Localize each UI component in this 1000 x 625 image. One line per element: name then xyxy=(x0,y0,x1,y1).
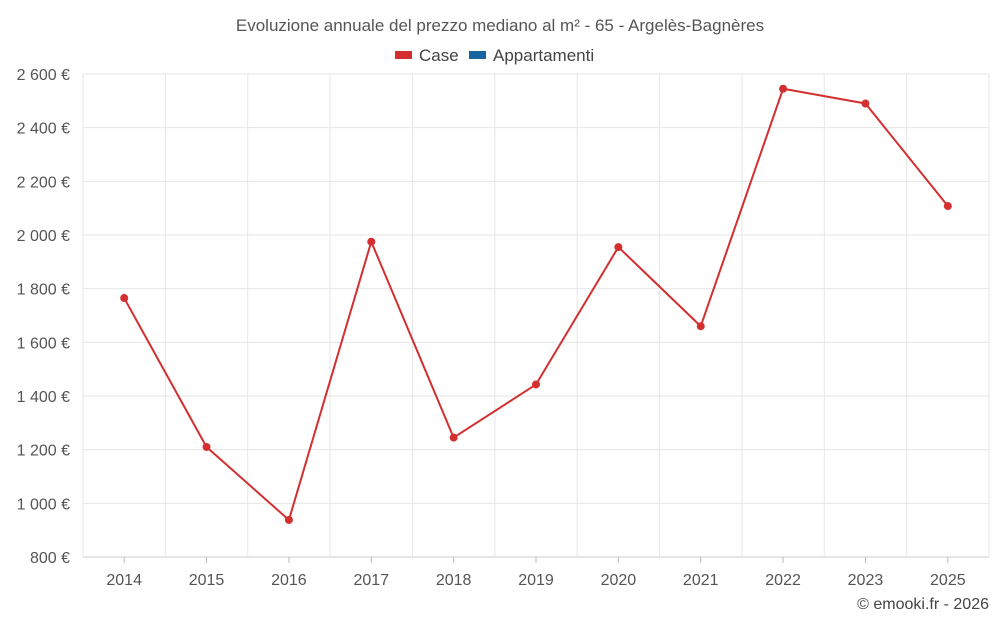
x-tick-label: 2025 xyxy=(930,572,966,589)
x-tick-label: 2015 xyxy=(189,572,225,589)
x-tick-label: 2014 xyxy=(106,572,142,589)
legend: Case Appartamenti xyxy=(395,46,594,65)
y-tick-label: 1 400 € xyxy=(17,389,70,406)
legend-label-case: Case xyxy=(419,46,459,65)
x-tick-label: 2018 xyxy=(436,572,472,589)
y-tick-label: 800 € xyxy=(30,550,70,567)
y-tick-label: 2 400 € xyxy=(17,121,70,138)
legend-item-appartamenti[interactable]: Appartamenti xyxy=(469,46,594,65)
x-axis: 2014 2015 2016 2017 2018 2019 2020 2021 2022 2023… xyxy=(106,557,966,589)
data-point xyxy=(532,380,540,389)
x-tick-label: 2020 xyxy=(601,572,637,589)
legend-item-case[interactable]: Case xyxy=(395,46,459,65)
x-tick-label: 2016 xyxy=(271,572,307,589)
y-tick-label: 1 600 € xyxy=(17,335,70,352)
y-tick-label: 1 200 € xyxy=(17,443,70,460)
y-tick-label: 1 000 € xyxy=(17,496,70,513)
data-point xyxy=(779,84,788,93)
data-point xyxy=(367,237,376,246)
x-tick-label: 2019 xyxy=(518,572,554,589)
x-tick-label: 2017 xyxy=(353,572,389,589)
legend-swatch-appartamenti xyxy=(469,51,486,59)
chart-title: Evoluzione annuale del prezzo mediano al… xyxy=(236,16,764,35)
credit-text: © emooki.fr - 2026 xyxy=(857,596,989,613)
data-point xyxy=(120,294,129,303)
legend-swatch-case xyxy=(395,51,412,59)
series-case xyxy=(120,84,952,524)
y-tick-label: 2 600 € xyxy=(17,67,70,84)
data-point xyxy=(614,243,623,252)
x-tick-label: 2022 xyxy=(765,572,801,589)
grid xyxy=(82,73,990,558)
data-point xyxy=(449,433,458,442)
y-axis: 800 € 1 000 € 1 200 € 1 400 € 1 600 € 1 800 €… xyxy=(17,67,70,567)
data-point xyxy=(284,515,293,524)
x-tick-label: 2021 xyxy=(683,572,719,589)
y-tick-label: 2 000 € xyxy=(17,228,70,245)
y-tick-label: 2 200 € xyxy=(17,174,70,191)
x-tick-label: 2023 xyxy=(848,572,884,589)
legend-label-appartamenti: Appartamenti xyxy=(493,46,594,65)
data-point xyxy=(202,442,211,451)
data-point xyxy=(943,202,952,211)
data-point xyxy=(861,99,870,108)
y-tick-label: 1 800 € xyxy=(17,282,70,299)
data-point xyxy=(696,322,705,331)
